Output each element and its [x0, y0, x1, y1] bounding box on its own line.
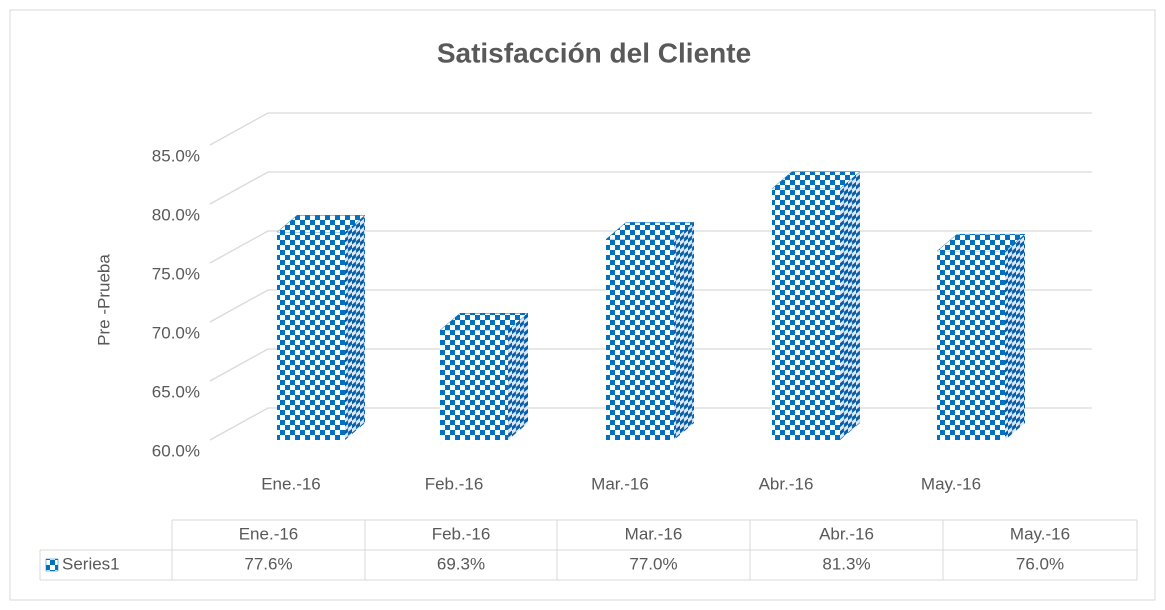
bar-side [840, 171, 860, 440]
bar-side [508, 313, 528, 440]
x-tick-label: Mar.-16 [591, 474, 649, 493]
x-tick-label: May.-16 [921, 474, 981, 493]
bar [937, 251, 1005, 440]
y-tick-label: 60.0% [152, 441, 200, 460]
table-value: 69.3% [437, 554, 485, 573]
legend-key [45, 558, 59, 572]
bar [440, 330, 508, 440]
bar [606, 239, 674, 440]
table-value: 77.0% [629, 554, 677, 573]
table-header: May.-16 [1010, 524, 1070, 543]
y-tick-label: 70.0% [152, 323, 200, 342]
y-tick-label: 85.0% [152, 146, 200, 165]
y-tick-label: 75.0% [152, 264, 200, 283]
table-value: 81.3% [822, 554, 870, 573]
table-header: Abr.-16 [819, 524, 874, 543]
y-axis-label: Pre -Prueba [94, 254, 113, 346]
table-header: Feb.-16 [432, 524, 491, 543]
bar-side [1005, 234, 1025, 440]
table-value: 77.6% [244, 554, 292, 573]
x-tick-label: Ene.-16 [261, 474, 321, 493]
table-header: Ene.-16 [239, 524, 299, 543]
grid-line [209, 112, 1092, 146]
bar [772, 188, 840, 440]
data-table-grid [39, 519, 1138, 581]
chart-title: Satisfacción del Cliente [437, 37, 751, 68]
table-value: 76.0% [1016, 554, 1064, 573]
legend-label: Series1 [62, 554, 120, 573]
bar [277, 232, 345, 440]
table-header: Mar.-16 [625, 524, 683, 543]
bar-side [674, 222, 694, 440]
y-tick-label: 65.0% [152, 382, 200, 401]
x-tick-label: Feb.-16 [425, 474, 484, 493]
y-tick-label: 80.0% [152, 205, 200, 224]
bar-side [345, 215, 365, 440]
x-tick-label: Abr.-16 [759, 474, 814, 493]
